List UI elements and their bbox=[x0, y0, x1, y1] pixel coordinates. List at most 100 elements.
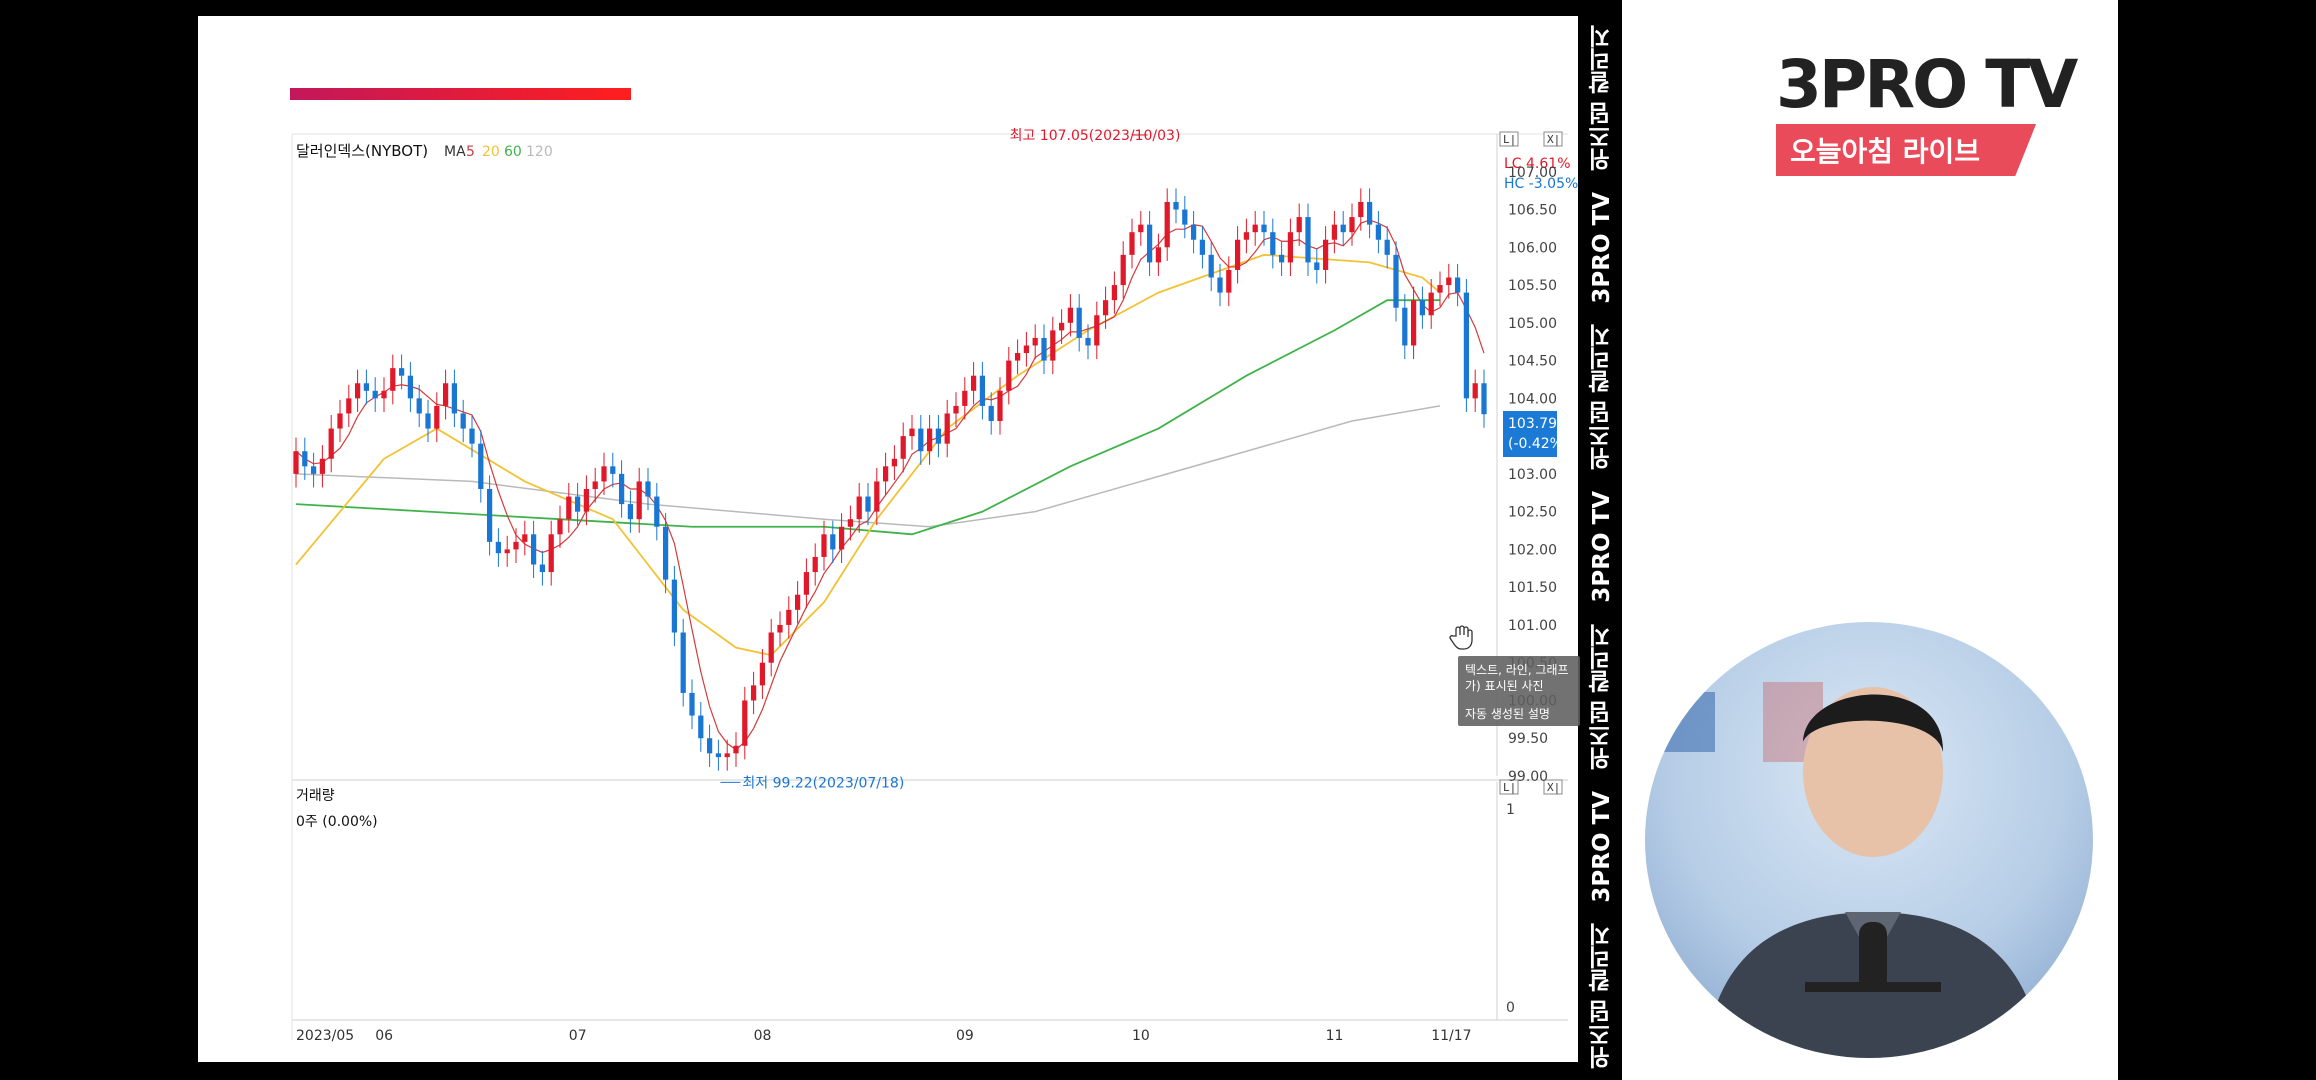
x-tick-label: 07 bbox=[569, 1028, 587, 1044]
x-tick-label: 10 bbox=[1132, 1028, 1150, 1044]
candle-body bbox=[636, 481, 642, 520]
current-price-value: 103.79 bbox=[1508, 416, 1557, 432]
candle-body bbox=[390, 368, 396, 391]
y-tick-label: 103.00 bbox=[1508, 467, 1557, 483]
candle-body bbox=[1234, 239, 1241, 270]
volume-top-tick: 1 bbox=[1506, 802, 1515, 818]
alt-text-tooltip: 텍스트, 라인, 그래프 가) 표시된 사진 자동 생성된 설명 bbox=[1458, 656, 1580, 726]
candle-body bbox=[1261, 224, 1267, 233]
candle-body bbox=[759, 662, 766, 686]
candle-body bbox=[997, 390, 1003, 422]
ma120-path bbox=[295, 405, 1441, 528]
candle-body bbox=[654, 496, 660, 527]
candle-body bbox=[856, 496, 862, 520]
candle-body bbox=[1094, 315, 1100, 346]
candle-body bbox=[1190, 224, 1197, 240]
candle-body bbox=[874, 481, 880, 512]
candle-body bbox=[1340, 224, 1346, 233]
candle-body bbox=[1305, 217, 1311, 263]
candle-body bbox=[1217, 277, 1223, 293]
y-tick-label: 104.00 bbox=[1508, 391, 1557, 407]
brand-name: 3PRO TV bbox=[1776, 46, 2078, 123]
candle-body bbox=[742, 700, 748, 746]
y-tick-label: 106.50 bbox=[1508, 203, 1557, 219]
candle-body bbox=[1322, 239, 1329, 270]
candle-body bbox=[363, 383, 370, 391]
candle-body bbox=[1252, 224, 1258, 233]
candle-body bbox=[706, 738, 713, 754]
candle-body bbox=[442, 383, 449, 406]
candle-body bbox=[451, 383, 458, 414]
price-panel-btn-x[interactable] bbox=[1543, 131, 1563, 147]
candle-body bbox=[504, 549, 510, 554]
hc-label: HC -3.05% bbox=[1504, 176, 1578, 192]
y-tick-label: 101.00 bbox=[1508, 618, 1557, 634]
tooltip-line-3: 자동 생성된 설명 bbox=[1465, 707, 1550, 721]
candle-body bbox=[1481, 383, 1487, 415]
ma5-line bbox=[295, 219, 1485, 751]
candle-body bbox=[935, 428, 942, 444]
candle-body bbox=[662, 526, 669, 580]
x-tick-label: 08 bbox=[754, 1028, 772, 1044]
candle-body bbox=[1146, 224, 1153, 263]
candle-body bbox=[486, 488, 493, 542]
candle-body bbox=[1155, 247, 1162, 263]
candle-body bbox=[1050, 330, 1056, 361]
current-price-tag: 103.79 (-0.42%) bbox=[1503, 411, 1569, 457]
candle-body bbox=[777, 624, 783, 633]
candle-body bbox=[601, 466, 607, 482]
candle-body bbox=[407, 375, 414, 399]
candle-body bbox=[909, 428, 915, 437]
volume-panel-btn-x-label: X| bbox=[1547, 781, 1560, 794]
x-tick-label: 06 bbox=[375, 1028, 393, 1044]
candle-body bbox=[530, 534, 537, 565]
candle-body bbox=[354, 383, 361, 399]
current-price-change: (-0.42%) bbox=[1508, 436, 1569, 452]
candle-body bbox=[1120, 254, 1126, 286]
candle-body bbox=[1402, 307, 1408, 346]
candle-body bbox=[372, 390, 378, 399]
price-panel-btn-l[interactable] bbox=[1499, 131, 1519, 147]
candle-body bbox=[398, 368, 405, 376]
candle-body bbox=[1331, 224, 1338, 240]
candle-body bbox=[680, 632, 686, 693]
candle-body bbox=[1296, 217, 1302, 233]
volume-panel-btn-l[interactable] bbox=[1499, 779, 1519, 795]
y-tick-label: 101.50 bbox=[1508, 580, 1557, 596]
vertical-banner-text: 3PRO TV bbox=[1589, 191, 1615, 304]
price-panel-buttons: L| X| L| X| bbox=[1499, 131, 1563, 795]
candle-body bbox=[1463, 292, 1470, 399]
candle-body bbox=[1472, 383, 1478, 399]
candle-body bbox=[478, 443, 484, 489]
accent-bar bbox=[290, 88, 631, 100]
hand-cursor-icon bbox=[1449, 625, 1473, 650]
candle-body bbox=[847, 519, 854, 527]
host-webcam bbox=[1645, 622, 2093, 1058]
candle-body bbox=[1041, 337, 1047, 361]
candle-body bbox=[1182, 209, 1188, 225]
candle-body bbox=[1375, 224, 1382, 240]
ma-legend-60: 60 bbox=[504, 144, 522, 160]
candle-body bbox=[319, 458, 326, 474]
vertical-banner-text: 위즈덤 칼리지 bbox=[1589, 923, 1615, 1070]
ma-legend: MA 5 20 60 120 bbox=[444, 144, 553, 160]
ma-legend-label: MA bbox=[444, 144, 466, 160]
ma-legend-120: 120 bbox=[526, 144, 553, 160]
candle-body bbox=[557, 519, 563, 535]
candle-body bbox=[310, 466, 317, 474]
candle-body bbox=[627, 504, 634, 520]
candle-body bbox=[1384, 239, 1390, 255]
candle-body bbox=[671, 579, 678, 633]
ma5-path bbox=[295, 219, 1485, 751]
volume-panel-btn-x[interactable] bbox=[1543, 779, 1563, 795]
candle-body bbox=[381, 390, 387, 399]
candle-body bbox=[1358, 201, 1364, 218]
candle-body bbox=[1164, 201, 1170, 248]
candle-body bbox=[882, 466, 889, 482]
ma20-line bbox=[295, 253, 1441, 657]
candle-body bbox=[1454, 277, 1461, 293]
vertical-banner-text: 위즈덤 칼리지 bbox=[1589, 24, 1615, 171]
candle-body bbox=[724, 753, 730, 758]
candle-body bbox=[715, 753, 722, 758]
